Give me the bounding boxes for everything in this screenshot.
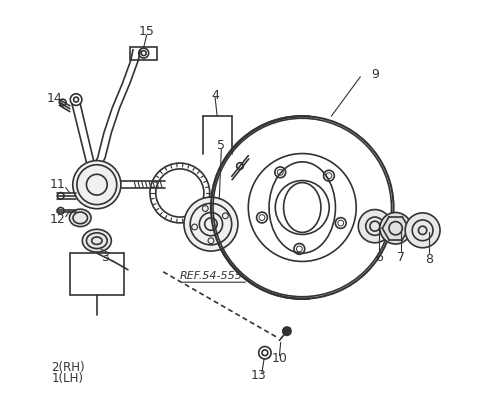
Circle shape (184, 197, 238, 251)
Text: 3: 3 (101, 251, 109, 264)
Text: 4: 4 (211, 89, 219, 102)
Text: 5: 5 (217, 139, 225, 152)
Text: 13: 13 (251, 369, 266, 382)
Text: 6: 6 (375, 251, 383, 264)
Text: 15: 15 (139, 24, 155, 38)
Ellipse shape (70, 209, 91, 227)
Text: 2(RH): 2(RH) (51, 361, 84, 374)
Text: 12: 12 (49, 213, 65, 227)
Text: 11: 11 (49, 178, 65, 191)
Text: 1(LH): 1(LH) (52, 372, 84, 385)
Circle shape (73, 161, 121, 209)
Bar (130, 47, 157, 60)
Text: REF.54-555: REF.54-555 (180, 271, 243, 281)
Text: 14: 14 (46, 92, 62, 105)
Circle shape (283, 327, 291, 335)
Text: 8: 8 (425, 253, 433, 266)
Circle shape (380, 212, 411, 244)
Bar (70, 253, 124, 295)
Ellipse shape (82, 229, 111, 252)
Text: 9: 9 (371, 68, 379, 81)
Circle shape (358, 210, 392, 243)
Text: 10: 10 (272, 352, 288, 366)
Circle shape (405, 213, 440, 248)
Text: 7: 7 (397, 251, 405, 264)
